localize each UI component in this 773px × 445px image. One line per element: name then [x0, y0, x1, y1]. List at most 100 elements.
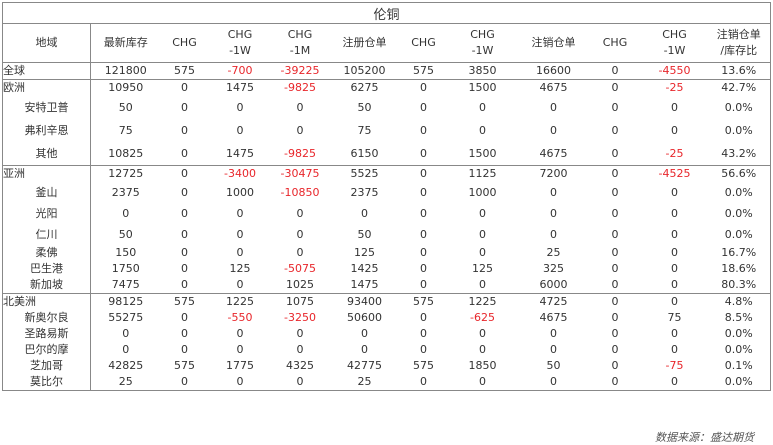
table-cell: -30475	[271, 165, 329, 182]
data-source-note: 数据来源：盛达期货	[655, 431, 754, 444]
table-cell: 125	[472, 262, 493, 275]
table-cell: 0.0%	[707, 96, 772, 119]
table-cell: 4675	[539, 147, 568, 160]
table-cell: 50	[118, 228, 133, 241]
table-cell: 0	[550, 186, 557, 199]
table-cell: 0	[611, 147, 619, 160]
table-cell: 0	[550, 327, 557, 340]
table-cell: 42825	[108, 359, 144, 372]
table-cell: 0	[550, 124, 557, 137]
table-cell: 0	[588, 374, 642, 391]
table-cell: 3850	[446, 62, 519, 80]
table-cell: -25	[665, 147, 684, 160]
table-cell: 10825	[108, 147, 144, 160]
table-cell: 0	[181, 186, 188, 199]
table-cell: 575	[400, 293, 447, 310]
table-cell: 6000	[539, 278, 568, 291]
table-cell: 75	[357, 124, 372, 137]
table-cell: 0	[361, 207, 368, 220]
table-cell: 0	[671, 101, 678, 114]
table-cell: 0	[181, 228, 188, 241]
table-cell: 0	[420, 246, 427, 259]
table-cell: 0	[550, 101, 557, 114]
header-row: 地域 最新库存 CHG CHG -1W CHG -1M 注册仓单 CHG CHG -1W 注销仓单 CH…	[2, 23, 772, 63]
table-cell: 0	[611, 207, 619, 220]
table-cell: 0.1%	[707, 358, 772, 374]
table-row: 巴生港 1750 0 125 -5075 1425 0 125 325 0 0 18.6%	[2, 261, 772, 277]
table-cell: 0	[160, 79, 209, 96]
table-cell: 0	[181, 246, 188, 259]
table-row: 其他 10825 0 1475 -9825 6150 0 1500 4675 0 -25 43.2%	[2, 142, 772, 166]
table-cell: 0	[611, 228, 619, 241]
table-cell: -550	[227, 311, 253, 324]
table-cell: 0	[550, 207, 557, 220]
table-cell: -25	[641, 79, 708, 96]
table-cell: 0	[671, 186, 678, 199]
table-cell: -5075	[284, 262, 316, 275]
table-cell: 1225	[208, 293, 272, 310]
table-row: 亚洲 12725 0 -3400 -30475 5525 0 1125 7200 0 -4525 56…	[2, 165, 772, 182]
table-cell: -39225	[271, 62, 329, 80]
table-cell: 8.5%	[707, 310, 772, 326]
table-cell: 2375	[111, 186, 140, 199]
table-cell: 0	[420, 228, 427, 241]
table-cell: 0	[420, 101, 427, 114]
table-row: 新加坡 7475 0 0 1025 1475 0 0 6000 0 0 80.3%	[2, 277, 772, 294]
table-cell: 16600	[518, 62, 589, 80]
table-cell: 125	[354, 246, 375, 259]
table-cell: 0.0%	[707, 342, 772, 358]
table-cell: -625	[470, 311, 495, 324]
table-row: 圣路易斯 0 0 0 0 0 0 0 0 0 0 0.0%	[2, 326, 772, 342]
table-cell: 0	[611, 278, 619, 291]
table-cell: 0	[236, 246, 244, 259]
table-cell: 4725	[518, 293, 589, 310]
table-cell: 0	[181, 311, 188, 324]
table-cell: 0	[611, 327, 619, 340]
table-cell: -3250	[284, 311, 316, 324]
table-cell: 121800	[90, 62, 161, 80]
table-cell: 75	[118, 124, 133, 137]
table-cell: 0	[611, 124, 619, 137]
table-cell: 7200	[518, 165, 589, 182]
table-row: 莫比尔 25 0 0 0 25 0 0 0 0 0 0.0%	[2, 374, 772, 391]
table-cell: 0	[400, 79, 447, 96]
table-cell: 6150	[350, 147, 379, 160]
table-cell: 0	[122, 207, 130, 220]
table-cell: 50	[357, 228, 372, 241]
region-label: 仁川	[2, 224, 91, 245]
table-cell: 575	[160, 293, 209, 310]
table-cell: 575	[400, 62, 447, 80]
table-cell: 0	[181, 147, 188, 160]
table-cell: 0	[296, 124, 304, 137]
table-cell: 4675	[518, 79, 589, 96]
table-cell: 0.0%	[707, 224, 772, 245]
table-cell: 0	[671, 262, 678, 275]
table-cell: 0	[236, 124, 244, 137]
table-cell: 0	[122, 327, 130, 340]
table-cell: 0	[296, 101, 304, 114]
table-cell: -700	[208, 62, 272, 80]
region-label: 安特卫普	[2, 96, 91, 119]
table-cell: 0	[588, 165, 642, 182]
table-cell: 42.7%	[707, 79, 772, 96]
table-cell: 0	[420, 343, 427, 356]
table-cell: 0	[181, 343, 188, 356]
column-header: 注销仓单	[518, 23, 589, 63]
table-cell: 0	[181, 124, 188, 137]
table-cell: 1500	[468, 147, 497, 160]
table-cell: 0.0%	[707, 119, 772, 142]
table-cell: 0	[236, 343, 244, 356]
table-cell: 0	[641, 374, 708, 391]
table-cell: 0	[611, 359, 619, 372]
table-cell: 1075	[271, 293, 329, 310]
table-cell: -3400	[208, 165, 272, 182]
table-cell: 4675	[539, 311, 568, 324]
table-cell: 0	[236, 101, 244, 114]
table-cell: 1000	[468, 186, 497, 199]
table-cell: 0	[550, 228, 557, 241]
table-cell: 0	[236, 327, 244, 340]
table-cell: 1125	[446, 165, 519, 182]
table-cell: 0	[611, 343, 619, 356]
column-header: CHG	[588, 23, 642, 63]
table-cell: 1425	[350, 262, 379, 275]
